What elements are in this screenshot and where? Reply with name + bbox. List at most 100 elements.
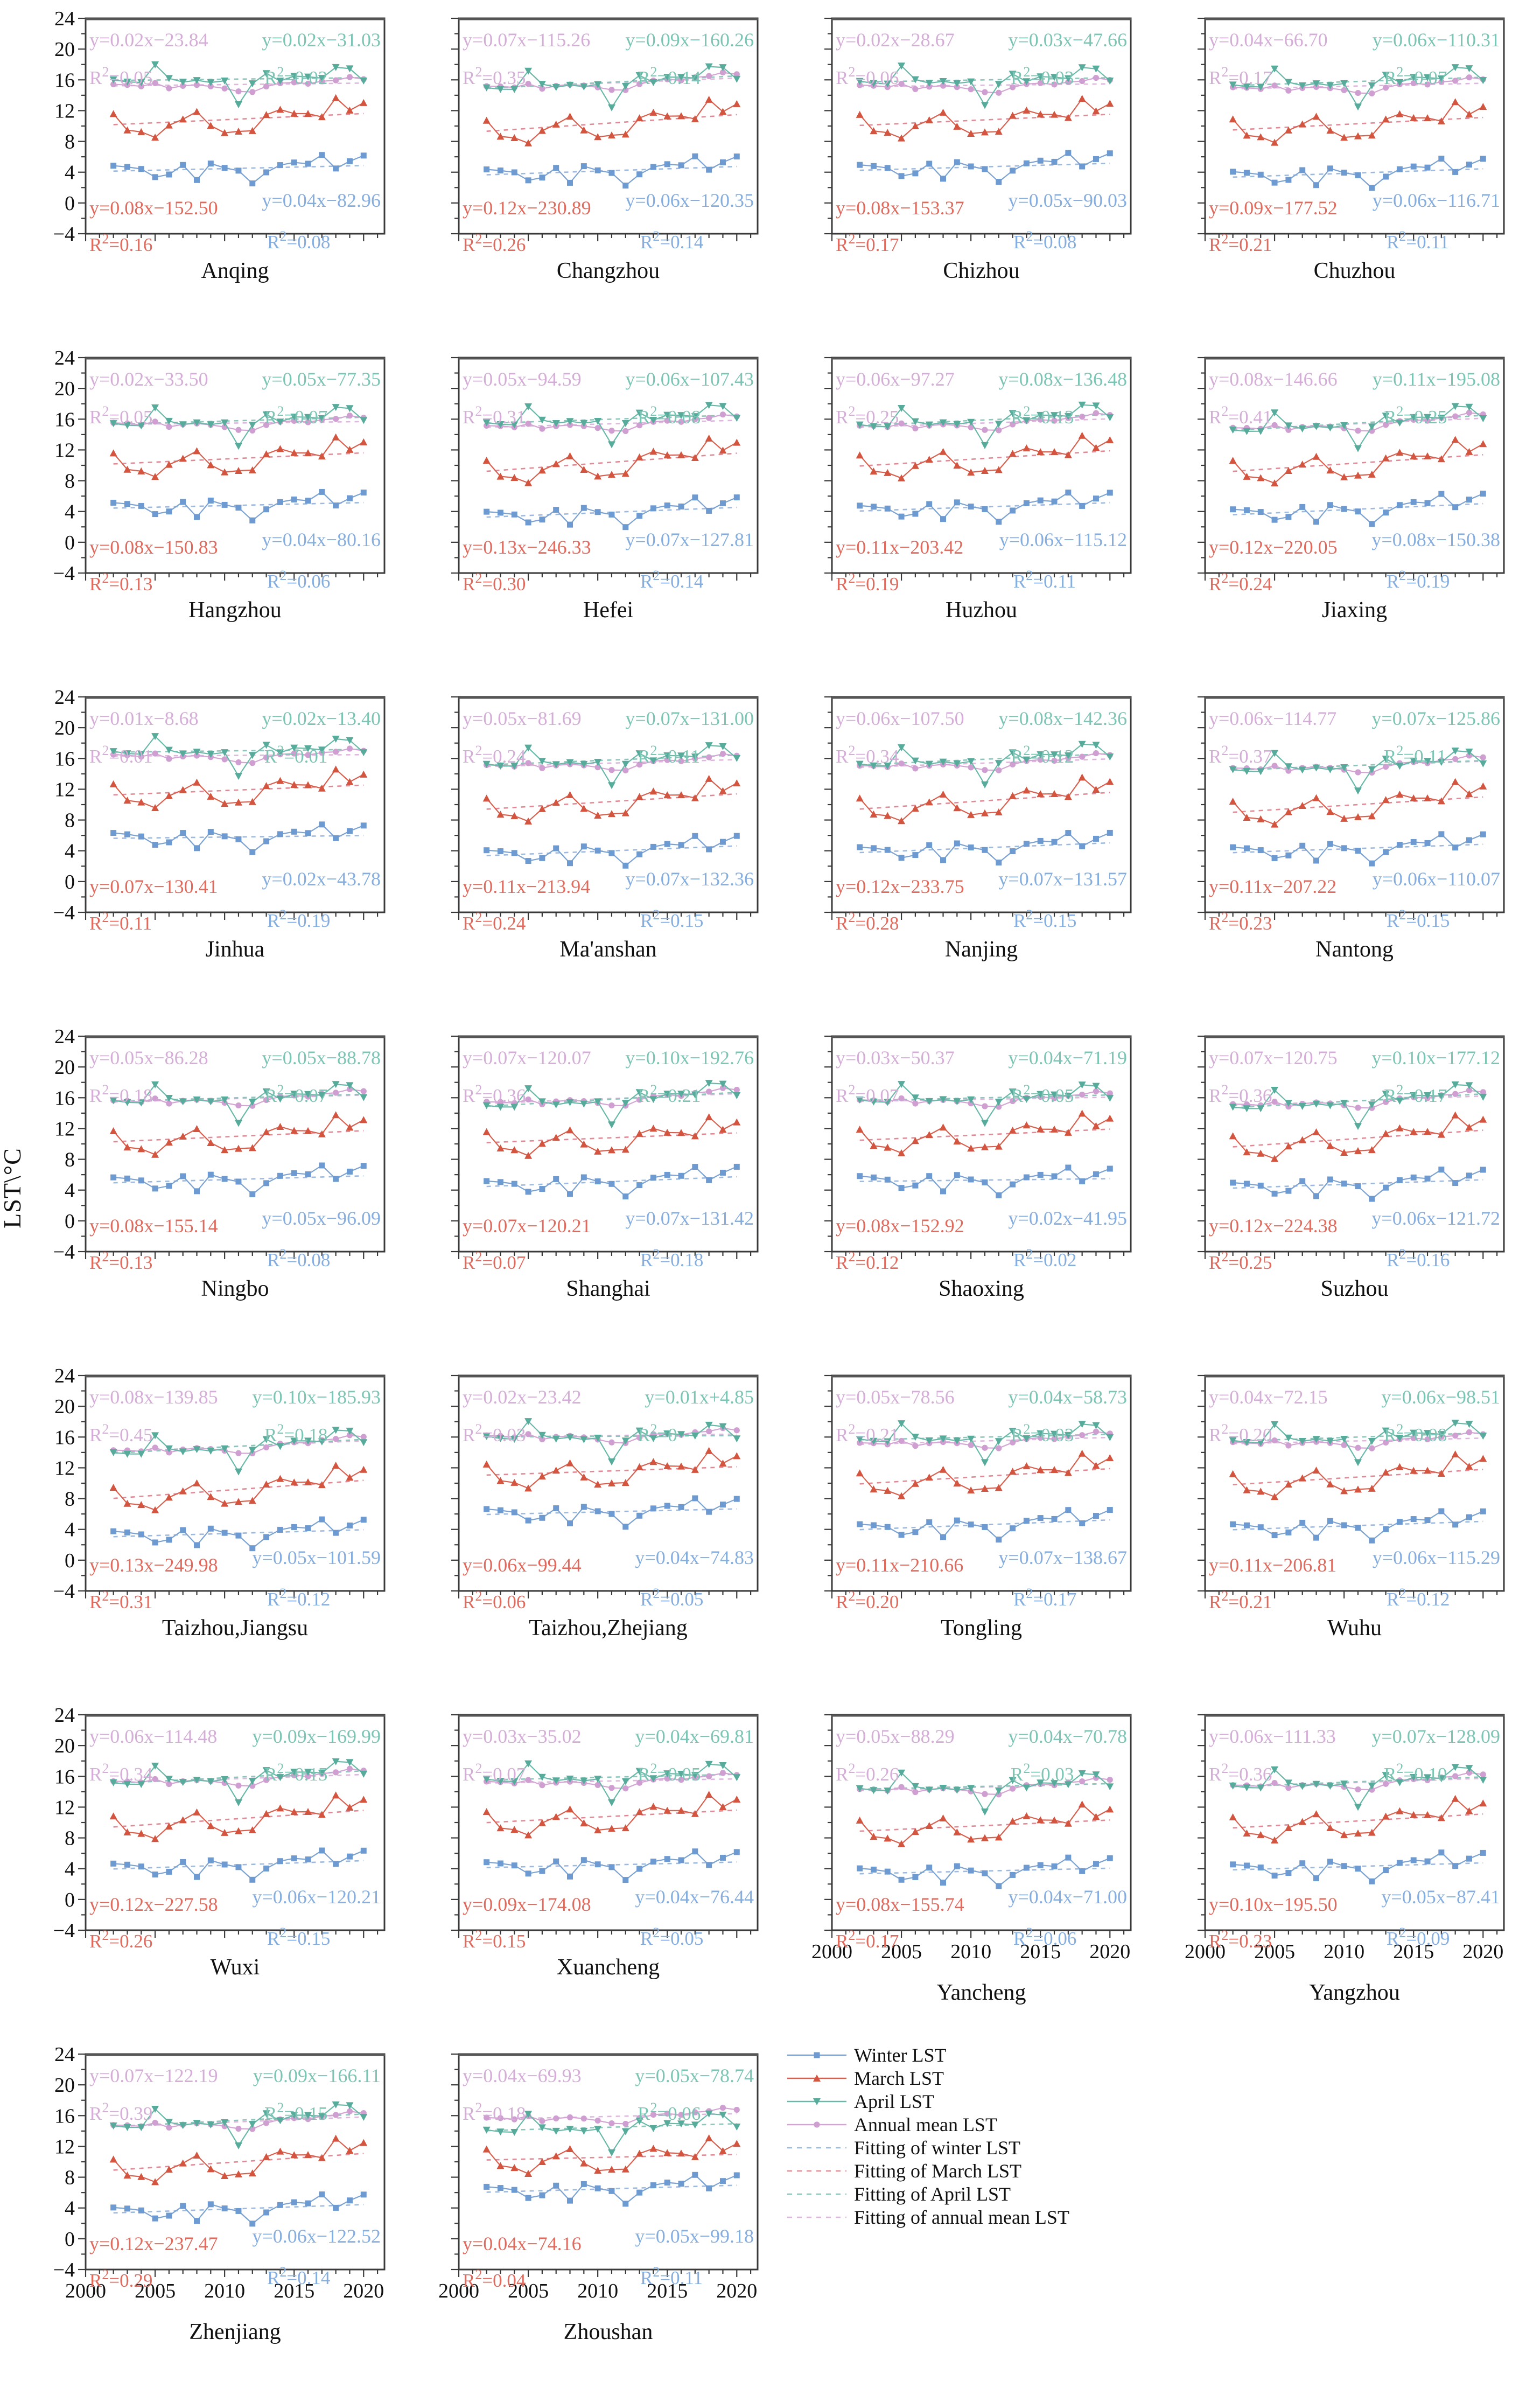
legend-item-winter-lst: Winter LST: [787, 2044, 947, 2066]
series-winter: [1230, 1849, 1486, 1884]
y-tick-label: 16: [54, 2105, 75, 2127]
city-label: Ningbo: [201, 1276, 269, 1301]
series-march: [1229, 1450, 1487, 1500]
r-squared-march: R2=0.30: [463, 570, 526, 595]
r-squared-march: R2=0.04: [463, 2267, 526, 2291]
city-label: Huzhou: [946, 598, 1017, 623]
equation-winter: y=0.02x−43.78: [262, 868, 381, 890]
r-squared-annual: R2=0.36: [1209, 1082, 1272, 1106]
fit-line-winter: [486, 506, 737, 518]
city-label: Shaoxing: [939, 1276, 1024, 1301]
series-march: [1229, 778, 1487, 828]
fit-line-march: [859, 1128, 1110, 1141]
y-tick-label: −4: [53, 1241, 75, 1263]
series-march: [109, 94, 368, 141]
panel-chart-Tongling: y=0.05x−78.56 R2=0.21 y=0.04x−58.73 R2=0.03…: [824, 1374, 1132, 1640]
axis-ticks: [1198, 357, 1498, 581]
equation-april: y=0.05x−77.35: [262, 368, 381, 390]
city-label: Wuxi: [211, 1955, 260, 1980]
city-label: Yangzhou: [1309, 1980, 1399, 2005]
y-tick-label: 4: [65, 501, 75, 523]
legend-item-label: Fitting of annual mean LST: [854, 2207, 1069, 2228]
equation-april: y=0.09x−166.11: [253, 2065, 381, 2086]
r-squared-winter: R2=0.11: [1387, 228, 1449, 253]
y-tick-label: 20: [54, 717, 75, 739]
fit-line-winter: [859, 1867, 1110, 1875]
r-squared-march: R2=0.16: [89, 231, 152, 255]
equation-annual: y=0.05x−88.29: [836, 1726, 955, 1747]
series-april: [856, 1081, 1114, 1127]
r-squared-annual: R2=0.34: [836, 743, 899, 767]
series-winter: [110, 152, 367, 187]
series-april: [109, 1081, 368, 1127]
fit-line-march: [859, 1819, 1110, 1832]
fit-line-march: [113, 452, 364, 465]
series-april: [856, 62, 1114, 109]
r-squared-april: R2=0.03: [1011, 1421, 1074, 1446]
y-tick-label: 4: [65, 1179, 75, 1202]
equation-annual: y=0.06x−114.48: [89, 1726, 217, 1747]
equation-march: y=0.07x−130.41: [89, 876, 218, 897]
series-winter: [1230, 1508, 1486, 1544]
panel-chart-Chizhou: y=0.02x−28.67 R2=0.06 y=0.03x−47.66 R2=0.03…: [824, 17, 1132, 283]
axis-ticks: [78, 1035, 379, 1259]
fit-line-march: [1233, 1813, 1483, 1829]
x-tick-label: 2010: [950, 1940, 991, 1963]
panel-Ma'anshan: y=0.05x−81.69 R2=0.24 y=0.07x−131.00 R2=0.1…: [402, 682, 787, 1021]
y-tick-label: −4: [53, 1919, 75, 1942]
series-april: [109, 1758, 368, 1806]
equation-annual: y=0.02x−23.84: [89, 29, 208, 51]
r-squared-winter: R2=0.05: [640, 1925, 703, 1949]
equation-march: y=0.11x−210.66: [836, 1554, 963, 1576]
y-tick-label: 12: [54, 100, 75, 122]
equation-march: y=0.12x−224.38: [1209, 1215, 1338, 1237]
city-label: Xuancheng: [557, 1955, 660, 1980]
equation-april: y=0.03x−47.66: [1008, 29, 1127, 51]
panel-Nantong: y=0.06x−114.77 R2=0.37 y=0.07x−125.86 R2=0.…: [1149, 682, 1534, 1021]
series-march: [482, 774, 741, 825]
series-april: [482, 742, 741, 790]
fit-line-march: [113, 1479, 364, 1499]
y-tick-label: 12: [54, 1796, 75, 1819]
series-winter: [484, 1495, 740, 1530]
panel-Taizhou,Jiangsu: −4 0 4 8 12 16 20 24 y=0.08x−139.85 R2=0.45 y=0.10…: [29, 1360, 414, 1700]
fit-line-winter: [1233, 168, 1483, 178]
axis-ticks: [451, 357, 752, 581]
panel-Nanjing: y=0.06x−107.50 R2=0.34 y=0.08x−142.36 R2=0.…: [775, 682, 1160, 1021]
equation-april: y=0.02x−13.40: [262, 708, 381, 729]
r-squared-march: R2=0.24: [1209, 570, 1272, 595]
series-march: [109, 765, 368, 811]
r-squared-april: R2=0.07: [264, 403, 327, 428]
fit-line-winter: [113, 2204, 364, 2214]
fit-line-winter: [859, 1178, 1110, 1183]
equation-annual: y=0.05x−78.56: [836, 1386, 955, 1408]
r-squared-winter: R2=0.16: [1387, 1246, 1450, 1270]
equation-winter: y=0.05x−101.59: [252, 1547, 381, 1568]
series-march: [482, 1791, 741, 1839]
fit-line-march: [113, 2153, 364, 2171]
axis-ticks: [451, 17, 752, 241]
equation-march: y=0.09x−174.08: [463, 1894, 591, 1915]
city-label: Tongling: [941, 1616, 1022, 1640]
equation-winter: y=0.04x−80.16: [262, 529, 381, 550]
panel-chart-Changzhou: y=0.07x−115.26 R2=0.35 y=0.09x−160.26 R2=0.…: [451, 17, 759, 283]
series-winter: [857, 1854, 1113, 1889]
panel-chart-Taizhou,Zhejiang: y=0.02x−23.42 R2=0.03 y=0.01x+4.85 R2=0 y=0.…: [451, 1374, 759, 1640]
y-tick-label: 4: [65, 162, 75, 184]
r-squared-april: R2=0.18: [264, 1421, 327, 1446]
r-squared-march: R2=0.21: [1209, 1588, 1272, 1612]
fit-line-march: [859, 450, 1110, 467]
equation-winter: y=0.07x−131.42: [625, 1207, 754, 1229]
r-squared-winter: R2=0.05: [640, 1586, 703, 1610]
panel-chart-Yangzhou: 2000 2005 2010 2015 2020 y=0.06x−111.33 R2=0.3…: [1185, 1714, 1505, 2005]
series-winter: [1230, 831, 1486, 867]
equation-march: y=0.07x−120.21: [463, 1215, 591, 1237]
fit-line-winter: [859, 1519, 1110, 1531]
r-squared-april: R2=0.02: [264, 64, 327, 88]
r-squared-march: R2=0.13: [89, 1249, 152, 1273]
panel-chart-Shanghai: y=0.07x−120.07 R2=0.36 y=0.10x−192.76 R2=0.…: [451, 1035, 759, 1301]
equation-march: y=0.12x−220.05: [1209, 536, 1338, 558]
equation-march: y=0.08x−152.92: [836, 1215, 964, 1237]
series-april: [482, 2110, 741, 2156]
equation-april: y=0.07x−131.00: [625, 708, 754, 729]
